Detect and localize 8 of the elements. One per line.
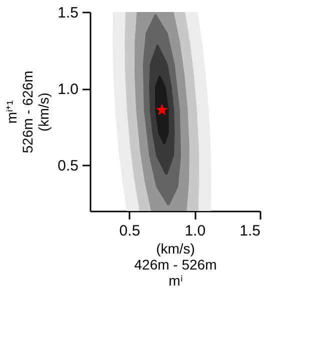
y-tick-label: 0.5 xyxy=(58,158,78,175)
x-tick-label: 1.0 xyxy=(184,222,206,240)
y-tick-label: 1.5 xyxy=(58,4,78,22)
y-tick-label: 1.0 xyxy=(58,81,78,98)
x-tick-label: 1.5 xyxy=(240,222,260,240)
y-axis-title: mⁱ⁺¹ 526m - 626m (km/s) xyxy=(4,70,52,154)
x-axis-title: (km/s) 426m - 526m mⁱ xyxy=(134,240,217,288)
x-tick-label: 0.5 xyxy=(119,222,140,240)
